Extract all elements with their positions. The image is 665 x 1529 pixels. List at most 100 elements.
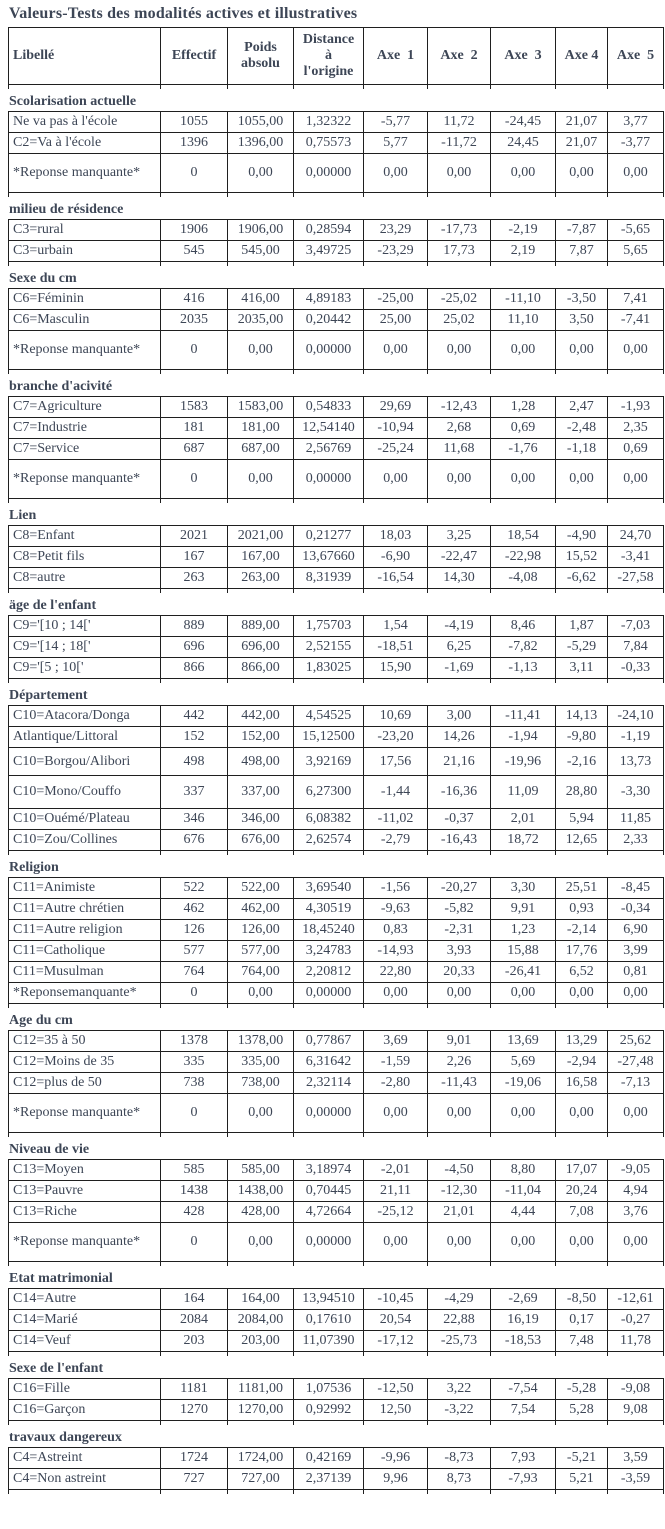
- cell-axe-5: 13,73: [607, 747, 664, 776]
- cell-axe-2: 3,25: [427, 525, 491, 547]
- edge-tick-cell: [160, 1489, 228, 1494]
- cell-axe-1: 10,69: [363, 705, 428, 727]
- section-title: Département: [9, 688, 88, 703]
- edge-tick-cell: [555, 588, 608, 593]
- cell-poids-absolu: 462,00: [227, 898, 294, 920]
- section-table: C13=Moyen 585 585,00 3,18974 -2,01 -4,50 8,80 1…: [8, 1159, 664, 1266]
- cell-axe-3: 13,69: [490, 1030, 556, 1052]
- cell-axe-5: -3,30: [607, 775, 664, 809]
- cell-poids-absolu: 764,00: [227, 961, 294, 983]
- cell-poids-absolu: 727,00: [227, 1468, 294, 1490]
- cell-axe-2: 0,00: [427, 330, 491, 370]
- cell-axe-4: 0,00: [555, 1093, 608, 1133]
- row-label: C13=Moyen: [8, 1159, 161, 1181]
- cell-effectif: 577: [160, 940, 228, 962]
- cell-poids-absolu: 498,00: [227, 747, 294, 776]
- cell-distance-origine: 3,24783: [293, 940, 364, 962]
- table-row: C8=Enfant 2021 2021,00 0,21277 18,03 3,25 18,5…: [8, 525, 664, 547]
- edge-tick-cell: [227, 192, 294, 197]
- table-row: C12=plus de 50 738 738,00 2,32114 -2,80 -11,4…: [8, 1072, 664, 1094]
- table-edge-ticks: [8, 1420, 664, 1425]
- cell-distance-origine: 8,31939: [293, 567, 364, 589]
- edge-tick-cell: [227, 498, 294, 503]
- cell-distance-origine: 2,56769: [293, 438, 364, 460]
- edge-tick-cell: [555, 1003, 608, 1008]
- cell-effectif: 263: [160, 567, 228, 589]
- cell-axe-2: -16,36: [427, 775, 491, 809]
- cell-effectif: 0: [160, 330, 228, 370]
- cell-axe-1: -12,50: [363, 1378, 428, 1400]
- row-label: C12=plus de 50: [8, 1072, 161, 1094]
- cell-axe-5: 3,99: [607, 940, 664, 962]
- cell-poids-absolu: 442,00: [227, 705, 294, 727]
- cell-axe-5: -5,65: [607, 219, 664, 241]
- cell-axe-1: 0,00: [363, 1222, 428, 1262]
- edge-tick-cell: [555, 1489, 608, 1494]
- cell-axe-3: -19,06: [490, 1072, 556, 1094]
- cell-distance-origine: 0,42169: [293, 1447, 364, 1469]
- row-label: *Reponsemanquante*: [8, 982, 161, 1004]
- edge-tick-cell: [227, 1420, 294, 1425]
- edge-tick-cell: [555, 498, 608, 503]
- cell-poids-absolu: 346,00: [227, 808, 294, 830]
- row-label: C10=Zou/Collines: [8, 829, 161, 851]
- cell-axe-4: 0,00: [555, 330, 608, 370]
- section-title: Sexe de l'enfant: [9, 1361, 104, 1376]
- table-row: C9='[10 ; 14[' 889 889,00 1,75703 1,54 -4,19 8…: [8, 615, 664, 637]
- cell-effectif: 1906: [160, 219, 228, 241]
- cell-distance-origine: 0,75573: [293, 132, 364, 154]
- cell-distance-origine: 12,54140: [293, 417, 364, 439]
- cell-distance-origine: 6,08382: [293, 808, 364, 830]
- cell-axe-3: 8,80: [490, 1159, 556, 1181]
- table-row: Ne va pas à l'école 1055 1055,00 1,32322 -5,…: [8, 111, 664, 133]
- edge-tick-cell: [227, 678, 294, 683]
- cell-poids-absolu: 2084,00: [227, 1309, 294, 1331]
- cell-poids-absolu: 428,00: [227, 1201, 294, 1223]
- table-row: C3=rural 1906 1906,00 0,28594 23,29 -17,73 -2,…: [8, 219, 664, 241]
- cell-axe-4: 13,29: [555, 1030, 608, 1052]
- cell-axe-3: 0,00: [490, 1093, 556, 1133]
- cell-axe-5: -1,19: [607, 726, 664, 748]
- cell-distance-origine: 2,52155: [293, 636, 364, 658]
- edge-tick-cell: [427, 850, 491, 855]
- table-edge-ticks: [8, 84, 664, 89]
- edge-tick-cell: [8, 1420, 161, 1425]
- cell-axe-1: 3,69: [363, 1030, 428, 1052]
- cell-axe-2: -4,29: [427, 1288, 491, 1310]
- cell-distance-origine: 0,17610: [293, 1309, 364, 1331]
- cell-poids-absolu: 1906,00: [227, 219, 294, 241]
- table-row: C11=Catholique 577 577,00 3,24783 -14,93 3,93…: [8, 940, 664, 962]
- col-header-poids-absolu: Poids absolu: [227, 27, 294, 85]
- edge-tick-cell: [555, 192, 608, 197]
- cell-distance-origine: 0,77867: [293, 1030, 364, 1052]
- edge-tick-cell: [607, 261, 664, 266]
- cell-axe-3: 7,54: [490, 1399, 556, 1421]
- cell-axe-2: 14,30: [427, 567, 491, 589]
- cell-effectif: 181: [160, 417, 228, 439]
- cell-axe-3: 0,00: [490, 153, 556, 193]
- cell-axe-2: 20,33: [427, 961, 491, 983]
- edge-tick-cell: [160, 1132, 228, 1137]
- row-label: C10=Atacora/Donga: [8, 705, 161, 727]
- cell-distance-origine: 6,27300: [293, 775, 364, 809]
- cell-axe-4: 0,00: [555, 982, 608, 1004]
- cell-distance-origine: 0,00000: [293, 153, 364, 193]
- edge-tick-cell: [227, 1132, 294, 1137]
- edge-tick-cell: [227, 588, 294, 593]
- table-row: C7=Service 687 687,00 2,56769 -25,24 11,68 -1,…: [8, 438, 664, 460]
- edge-tick-cell: [363, 1261, 428, 1266]
- section-title: branche d'acivité: [9, 379, 113, 394]
- cell-axe-1: -25,24: [363, 438, 428, 460]
- cell-axe-1: 0,83: [363, 919, 428, 941]
- edge-tick-cell: [227, 369, 294, 374]
- table-row: C8=autre 263 263,00 8,31939 -16,54 14,30 -4,08…: [8, 567, 664, 589]
- cell-axe-5: -7,41: [607, 309, 664, 331]
- cell-distance-origine: 0,00000: [293, 1093, 364, 1133]
- cell-poids-absolu: 0,00: [227, 982, 294, 1004]
- cell-axe-1: 0,00: [363, 1093, 428, 1133]
- cell-axe-4: 0,00: [555, 1222, 608, 1262]
- cell-axe-1: 0,00: [363, 153, 428, 193]
- cell-poids-absolu: 1724,00: [227, 1447, 294, 1469]
- row-label: C10=Borgou/Alibori: [8, 747, 161, 776]
- cell-distance-origine: 3,92169: [293, 747, 364, 776]
